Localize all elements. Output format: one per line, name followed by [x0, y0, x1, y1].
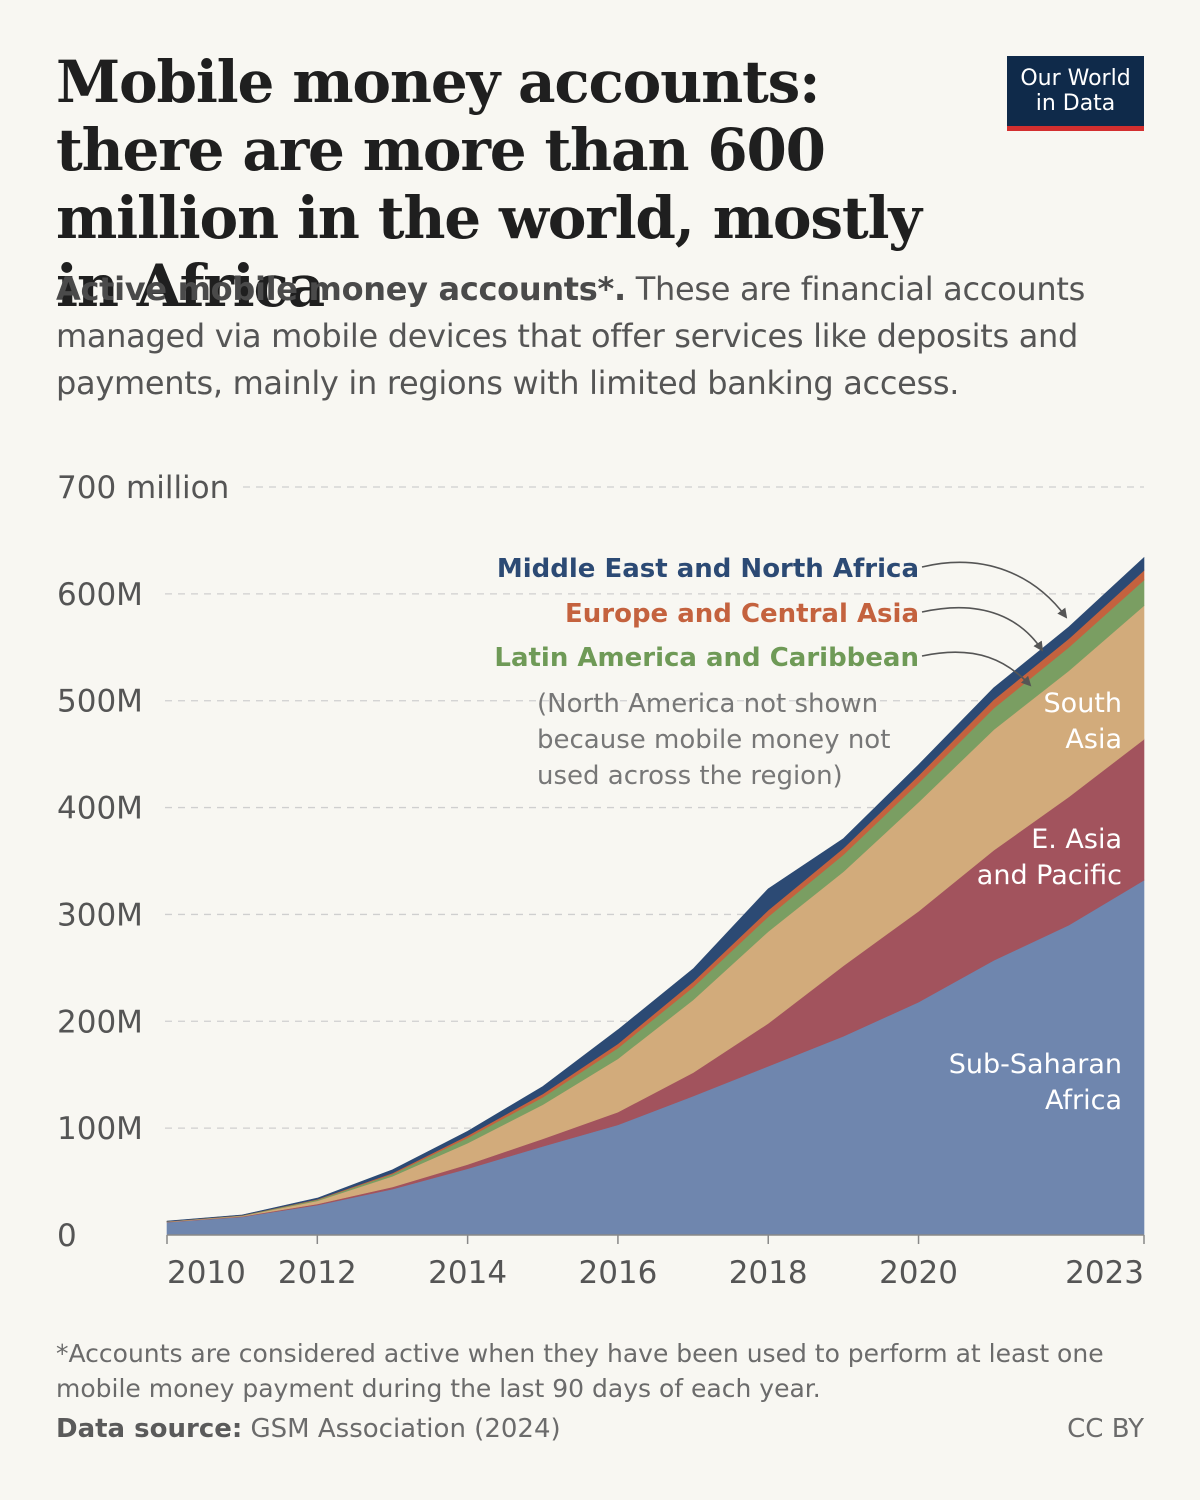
- area-chart: 0 100M 200M 300M 400M 500M 600M 700 million 2010…: [57, 470, 1145, 1291]
- label-eap-2: and Pacific: [977, 860, 1122, 891]
- label-south-asia-2: Asia: [1065, 724, 1122, 755]
- x-tick-label: 2012: [278, 1255, 357, 1291]
- y-tick-label: 0: [57, 1218, 77, 1254]
- data-source: Data source: GSM Association (2024): [56, 1414, 561, 1444]
- subtitle-text: These are financial accounts managed via…: [56, 270, 1085, 402]
- y-tick-label: 400M: [57, 791, 143, 827]
- logo-line-2: in Data: [1035, 91, 1116, 116]
- logo-line-1: Our World: [1020, 66, 1131, 91]
- x-tick-label: 2018: [729, 1255, 808, 1291]
- chart-subtitle: Active mobile money accounts*. These are…: [56, 266, 1146, 407]
- source-text: GSM Association (2024): [242, 1414, 561, 1444]
- annotation-arrow: [921, 607, 1044, 652]
- x-tick-label: 2014: [428, 1255, 507, 1291]
- note-line-1: (North America not shown: [537, 689, 878, 719]
- subtitle-bold: Active mobile money accounts*.: [56, 270, 626, 308]
- license[interactable]: CC BY: [1067, 1414, 1144, 1444]
- label-ssa-2: Africa: [1045, 1085, 1122, 1116]
- y-tick-label: 500M: [57, 684, 143, 720]
- label-eca: Europe and Central Asia: [565, 599, 919, 629]
- y-tick-label: 100M: [57, 1111, 143, 1147]
- x-tick-label: 2020: [879, 1255, 958, 1291]
- series-area: [166, 556, 1145, 1222]
- x-tick-label: 2010: [167, 1255, 246, 1291]
- label-lac: Latin America and Caribbean: [494, 643, 919, 673]
- label-mena: Middle East and North Africa: [497, 554, 919, 584]
- label-south-asia-1: South: [1044, 688, 1122, 719]
- footnote: *Accounts are considered active when the…: [56, 1339, 1104, 1403]
- y-tick-label: 700 million: [57, 470, 229, 506]
- source-label: Data source:: [56, 1414, 243, 1444]
- owid-logo[interactable]: Our World in Data: [1007, 56, 1144, 131]
- x-tick-label: 2016: [578, 1255, 657, 1291]
- annotation-arrow: [921, 561, 1068, 619]
- y-tick-label: 600M: [57, 577, 143, 613]
- label-ssa-1: Sub-Saharan: [949, 1049, 1122, 1080]
- label-eap-1: E. Asia: [1031, 824, 1122, 855]
- x-tick-label: 2023: [1065, 1255, 1144, 1291]
- annotation-arrow: [921, 651, 1032, 687]
- note-line-2: because mobile money not: [537, 725, 890, 755]
- y-tick-label: 300M: [57, 897, 143, 933]
- y-tick-label: 200M: [57, 1004, 143, 1040]
- chart-title: Mobile money accounts: there are more th…: [56, 48, 922, 320]
- note-line-3: used across the region): [537, 761, 843, 791]
